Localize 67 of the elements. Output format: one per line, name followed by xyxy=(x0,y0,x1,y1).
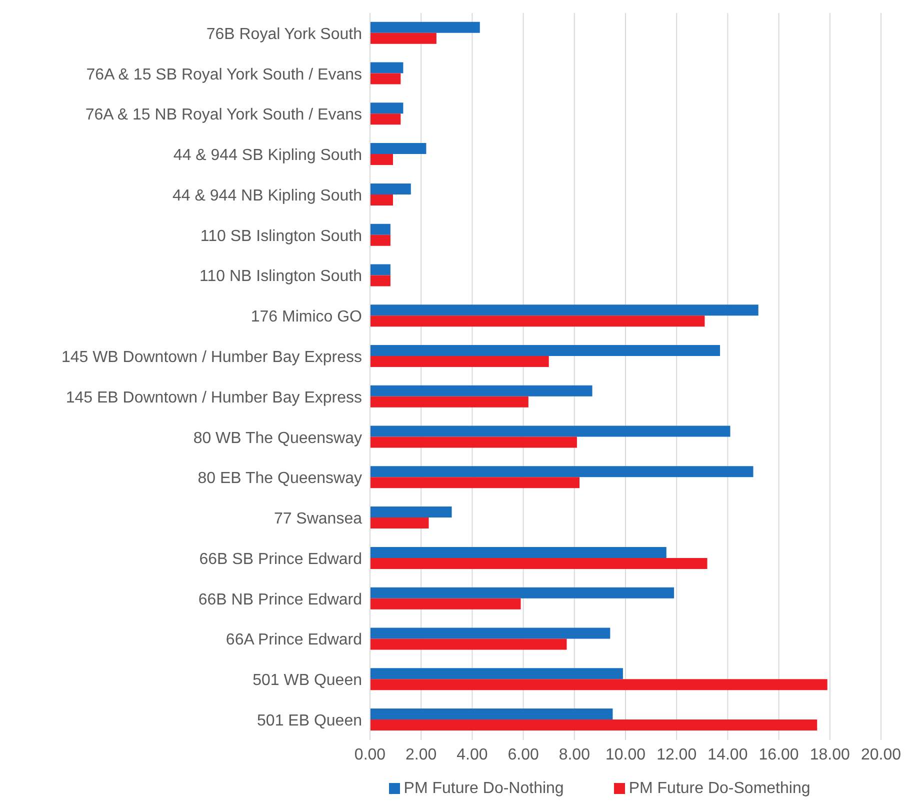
bar xyxy=(370,598,521,610)
bar xyxy=(370,143,426,154)
bar xyxy=(370,385,592,396)
y-tick-label: 76A & 15 NB Royal York South / Evans xyxy=(85,106,362,124)
x-tick-label: 6.00 xyxy=(508,746,539,764)
bar xyxy=(370,224,390,235)
bar xyxy=(370,234,390,246)
y-tick-label: 145 EB Downtown / Humber Bay Express xyxy=(66,389,362,406)
y-tick-label: 80 EB The Queensway xyxy=(198,470,362,488)
x-tick-label: 14.00 xyxy=(708,746,748,764)
bar xyxy=(370,194,393,206)
bar xyxy=(370,638,567,650)
bar xyxy=(370,426,730,437)
y-tick-label: 66A Prince Edward xyxy=(226,632,362,649)
x-tick-label: 4.00 xyxy=(456,746,488,764)
y-tick-label: 76B Royal York South xyxy=(206,26,362,43)
bar xyxy=(370,436,577,448)
legend-label: PM Future Do-Something xyxy=(628,780,810,797)
bar xyxy=(370,679,828,690)
x-tick-label: 16.00 xyxy=(758,746,799,764)
bar xyxy=(370,708,613,720)
bar xyxy=(370,477,580,488)
bar xyxy=(370,183,411,194)
x-tick-label: 10.00 xyxy=(605,746,646,764)
x-tick-label: 2.00 xyxy=(406,746,437,764)
y-tick-label: 176 Mimico GO xyxy=(250,308,362,326)
bar xyxy=(370,558,708,569)
x-tick-label: 0.00 xyxy=(354,746,386,764)
bar xyxy=(370,356,549,367)
y-tick-label: 80 WB The Queensway xyxy=(193,430,362,447)
bar xyxy=(370,546,666,558)
x-tick-label: 20.00 xyxy=(860,746,902,764)
y-tick-label: 44 & 944 SB Kipling South xyxy=(173,147,362,164)
bar xyxy=(370,154,393,166)
bar xyxy=(370,22,480,33)
bar xyxy=(370,396,528,408)
bar xyxy=(370,719,818,730)
bar xyxy=(370,344,720,356)
bar xyxy=(370,587,674,598)
x-tick-label: 12.00 xyxy=(656,746,697,764)
y-tick-label: 110 SB Islington South xyxy=(200,228,362,245)
bar xyxy=(370,466,754,478)
legend-label: PM Future Do-Nothing xyxy=(404,780,564,797)
bar xyxy=(370,275,390,286)
y-tick-label: 110 NB Islington South xyxy=(200,268,362,286)
x-tick-label: 18.00 xyxy=(810,746,850,764)
bar xyxy=(370,628,610,639)
y-tick-label: 66B SB Prince Edward xyxy=(199,550,362,568)
y-tick-label: 501 WB Queen xyxy=(252,672,362,690)
bar xyxy=(370,32,436,44)
bar xyxy=(370,62,404,74)
bar xyxy=(370,73,401,84)
x-tick-label: 8.00 xyxy=(558,746,590,764)
bar xyxy=(370,114,401,125)
bar xyxy=(370,668,623,680)
bar xyxy=(370,264,390,276)
y-tick-label: 44 & 944 NB Kipling South xyxy=(172,187,362,204)
y-tick-label: 66B NB Prince Edward xyxy=(198,591,362,608)
y-tick-label: 77 Swansea xyxy=(274,510,362,528)
y-tick-label: 76A & 15 SB Royal York South / Evans xyxy=(86,66,362,84)
bar xyxy=(370,316,705,327)
bar xyxy=(370,304,758,316)
bar xyxy=(370,506,452,518)
y-tick-label: 145 WB Downtown / Humber Bay Express xyxy=(61,348,362,366)
y-tick-label: 501 EB Queen xyxy=(257,712,362,730)
bar xyxy=(370,518,429,529)
bar xyxy=(370,102,404,114)
